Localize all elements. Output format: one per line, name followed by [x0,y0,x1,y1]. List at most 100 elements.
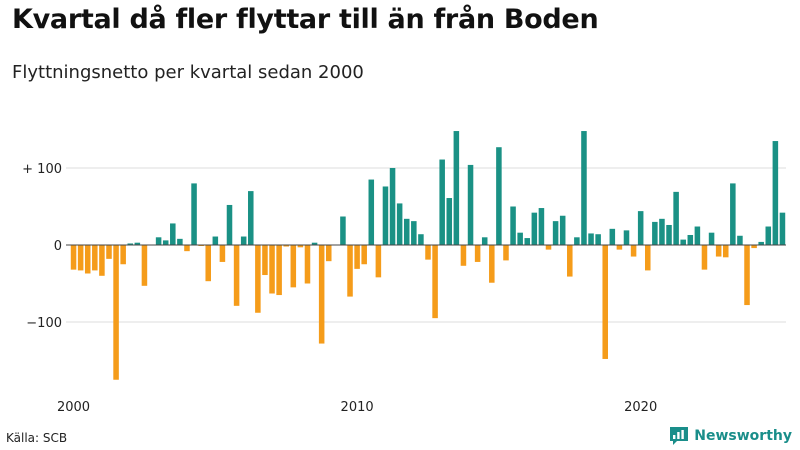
bar [694,226,701,245]
bar [418,234,424,245]
y-tick-label: 0 [54,239,62,254]
bar [531,212,538,245]
bar [574,237,580,245]
bar [581,131,587,245]
bar [432,245,438,319]
bar [588,233,594,245]
bar [474,245,481,262]
bar [758,241,764,245]
bar [283,245,289,247]
bar [630,245,637,257]
bar [311,242,318,245]
bar [354,245,360,269]
bar [177,238,183,245]
bar [155,237,162,245]
bar [347,245,353,297]
bar [602,245,608,359]
bar [184,245,190,252]
bar [99,245,105,276]
bar [680,239,686,245]
bar [730,183,736,245]
bar [616,245,623,250]
bar [255,245,261,313]
bar [609,228,616,245]
bar [325,245,332,262]
bar [262,245,268,276]
bar [687,234,694,245]
bar [84,245,91,274]
bar [701,245,708,270]
bar [389,168,396,245]
bar [552,221,559,245]
bar [70,245,77,270]
bar [722,245,729,258]
bar [446,198,453,245]
bar [219,245,226,262]
bar [481,237,488,245]
chart-title: Kvartal då fler flyttar till än från Bod… [12,4,599,35]
bar [162,240,169,245]
bar [496,147,502,245]
bar [106,245,112,259]
bar [751,245,757,249]
bar [240,236,247,245]
bar [368,179,375,245]
bar [779,212,786,245]
bar [538,208,545,245]
bar [715,245,722,257]
bar [708,232,715,245]
bar [248,191,254,245]
x-tick-label: 2020 [624,400,657,415]
bar [460,245,467,266]
bar [127,243,134,245]
bar [290,245,297,288]
bar [304,245,311,284]
bar [772,141,779,245]
bar [396,203,403,245]
bar [92,245,98,271]
bar [318,245,325,344]
bar [113,245,119,380]
brand-logo: Newsworthy [669,426,792,446]
bar [510,206,516,245]
bar [517,232,523,245]
bar [673,191,679,245]
bar [652,221,658,245]
bar [226,204,233,245]
bar [361,245,367,265]
bar [765,226,772,245]
bar [744,245,750,306]
bar [233,245,240,306]
bar [170,223,176,245]
bar [659,218,665,245]
bar [637,211,644,245]
newsworthy-logo-icon [670,427,689,445]
bar [141,245,148,286]
bar [545,245,552,250]
chart-subtitle: Flyttningsnetto per kvartal sedan 2000 [12,62,364,83]
bar [595,234,601,245]
bar [425,245,431,260]
bar [77,245,84,271]
y-tick-label: + 100 [22,162,62,177]
bar [623,230,630,245]
bar [276,245,282,296]
bar [191,183,197,245]
bar [645,245,651,271]
bar [439,159,445,245]
bar [503,245,509,261]
bar [524,238,531,245]
bar [375,245,382,278]
bar [453,131,460,245]
bar [120,245,126,265]
bar [666,224,672,245]
bar [489,245,495,283]
x-tick-label: 2000 [57,400,90,415]
source-note: Källa: SCB [6,431,68,445]
bar [467,164,474,245]
bar [567,245,573,277]
bar [382,186,389,245]
bar [134,242,141,245]
x-tick-label: 2010 [341,400,374,415]
